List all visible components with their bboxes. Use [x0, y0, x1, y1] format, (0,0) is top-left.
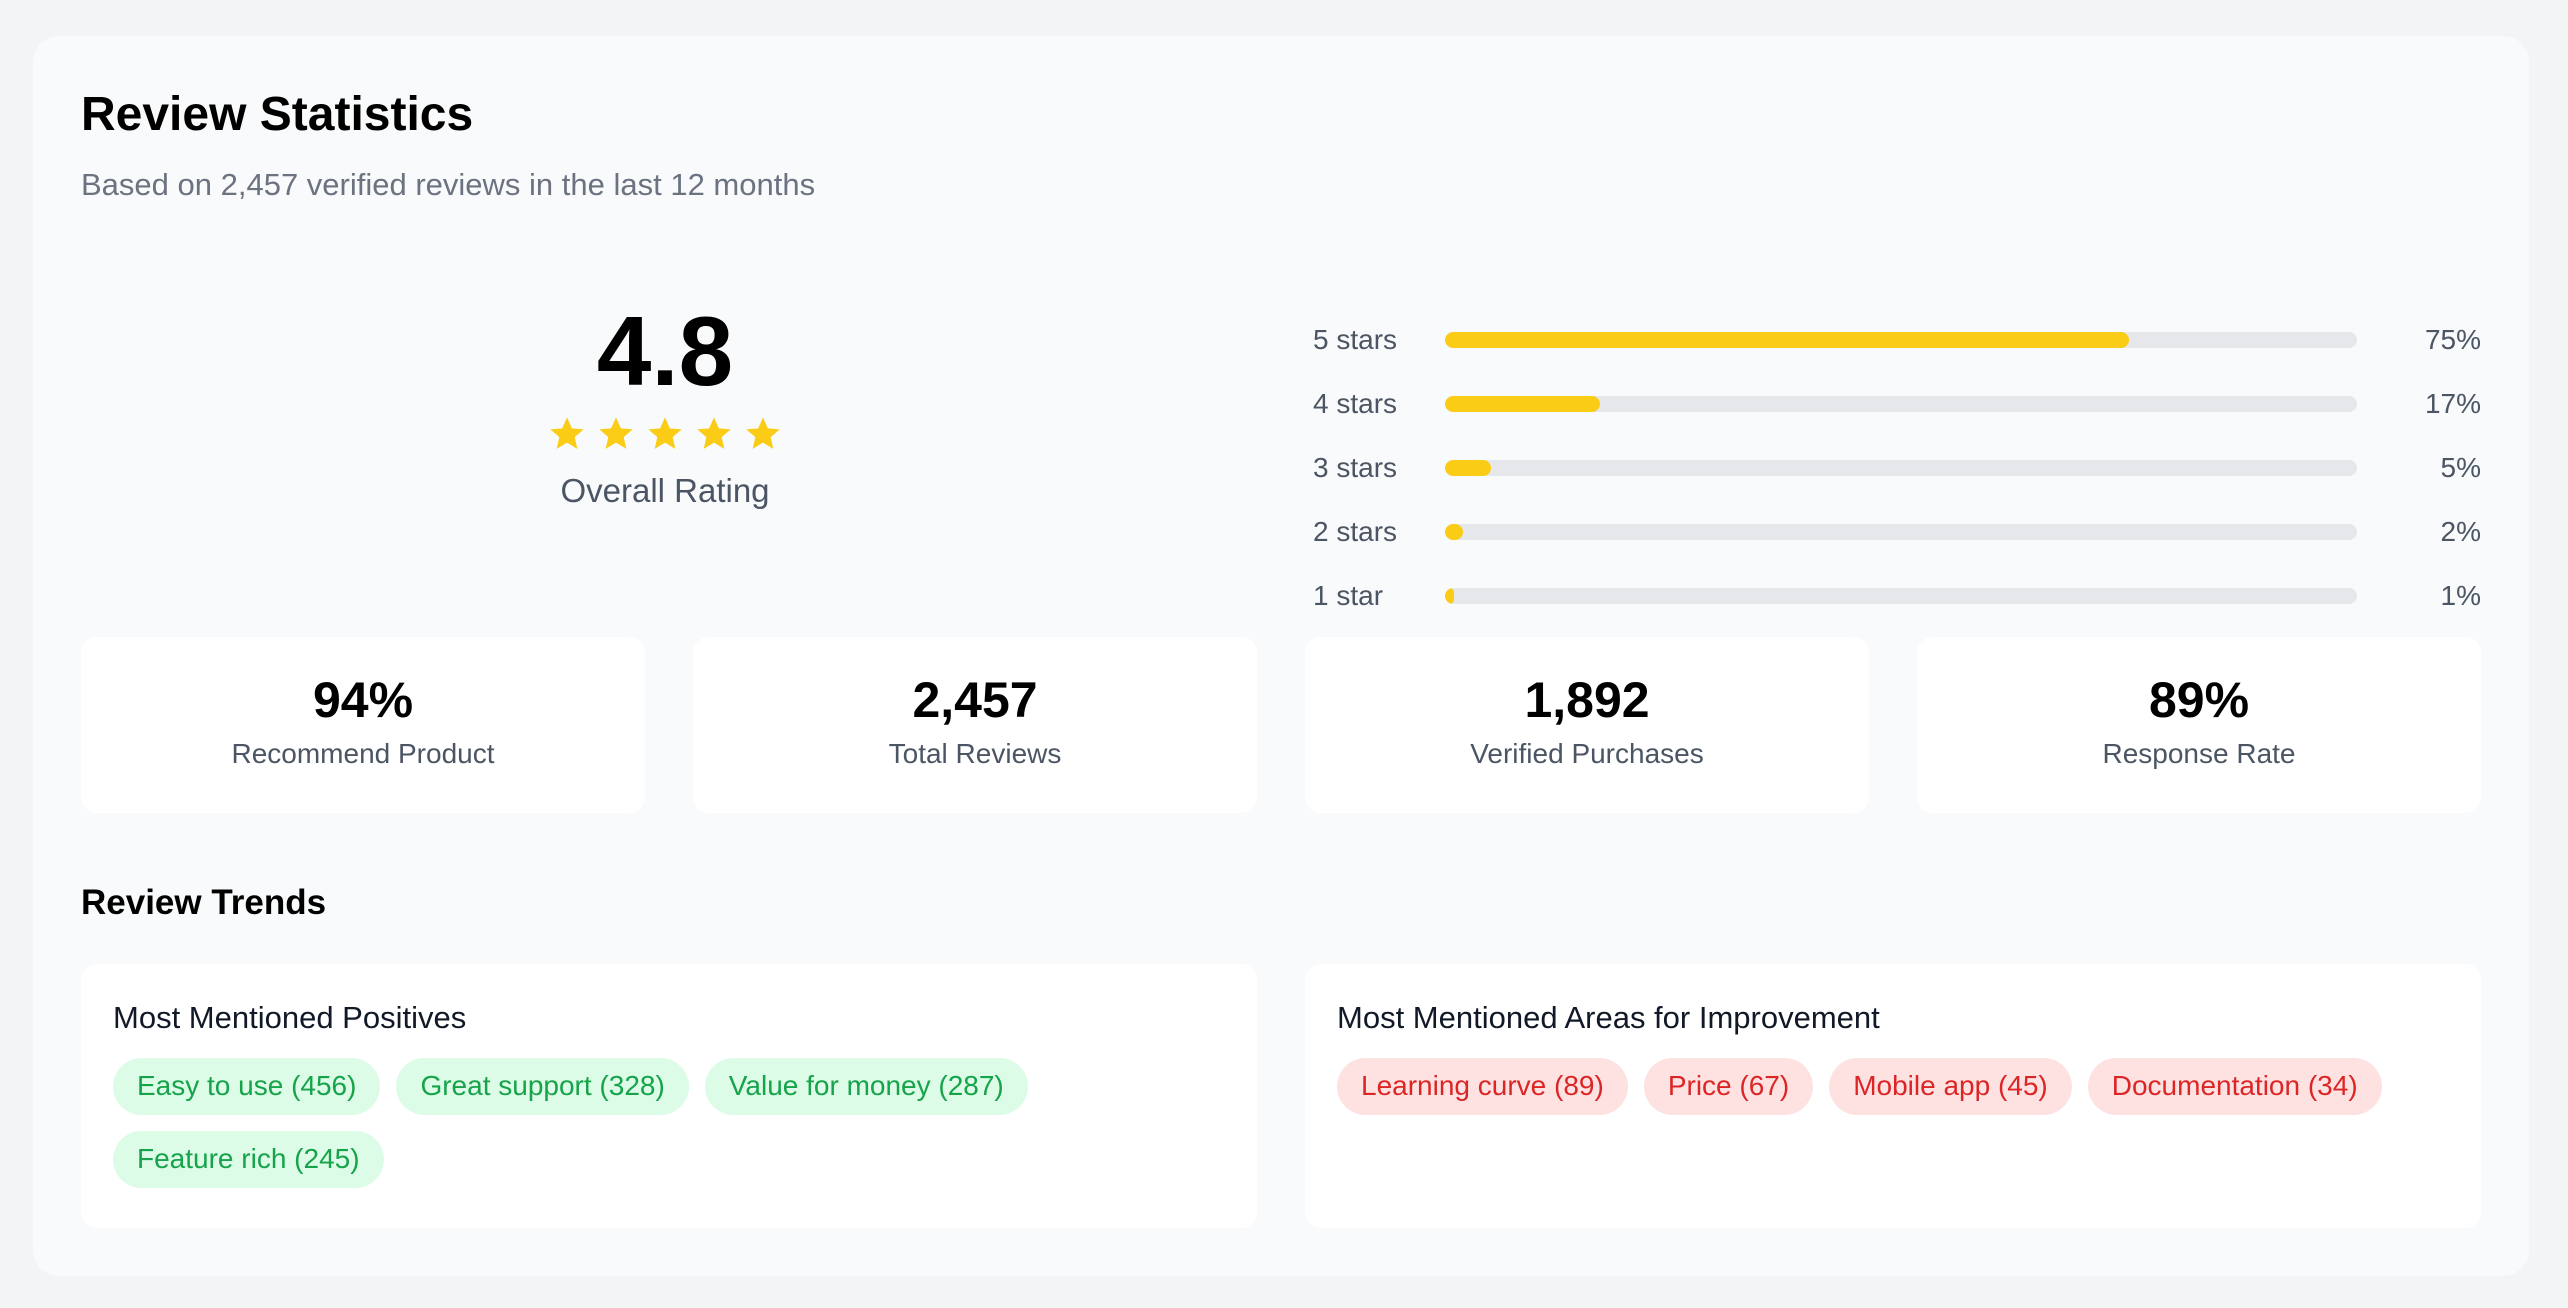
distribution-row-3: 3 stars 5% — [1313, 436, 2481, 500]
positive-tag[interactable]: Value for money (287) — [704, 1058, 1028, 1115]
review-trends-title: Review Trends — [81, 883, 327, 922]
positives-tags: Easy to use (456) Great support (328) Va… — [113, 1058, 1225, 1188]
improvement-tag[interactable]: Learning curve (89) — [1337, 1058, 1628, 1115]
overall-rating-label: Overall Rating — [560, 472, 770, 509]
review-trends: Most Mentioned Positives Easy to use (45… — [81, 964, 2481, 1228]
positives-title: Most Mentioned Positives — [113, 1000, 467, 1035]
stat-response-rate: 89% Response Rate — [1917, 637, 2481, 813]
improvement-tag[interactable]: Price (67) — [1643, 1058, 1814, 1115]
distribution-bar-track — [1445, 588, 2357, 604]
distribution-row-1: 1 star 1% — [1313, 564, 2481, 628]
distribution-row-4: 4 stars 17% — [1313, 372, 2481, 436]
stat-recommend: 94% Recommend Product — [81, 637, 645, 813]
star-icon — [547, 414, 587, 454]
positive-tag[interactable]: Feature rich (245) — [113, 1130, 384, 1188]
overall-rating: 4.8 Overall Rating — [81, 286, 1249, 510]
distribution-bar-track — [1445, 396, 2357, 412]
star-icon — [645, 414, 685, 454]
stat-label: Response Rate — [2102, 738, 2296, 769]
distribution-bar-fill — [1445, 460, 1491, 476]
stat-value: 1,892 — [1524, 672, 1650, 728]
distribution-bar-fill — [1445, 524, 1464, 540]
star-rating — [81, 414, 1249, 454]
stat-label: Verified Purchases — [1470, 738, 1704, 769]
distribution-bar-track — [1445, 524, 2357, 540]
distribution-percent: 17% — [2424, 388, 2481, 419]
rating-distribution: 5 stars 75% 4 stars 17% 3 stars 5% 2 sta… — [1313, 308, 2481, 628]
improvements-tags: Learning curve (89) Price (67) Mobile ap… — [1337, 1058, 2449, 1115]
stat-verified-purchases: 1,892 Verified Purchases — [1305, 637, 1869, 813]
distribution-label: 4 stars — [1313, 388, 1398, 419]
stat-label: Recommend Product — [231, 738, 495, 769]
distribution-label: 2 stars — [1313, 516, 1398, 547]
distribution-bar-fill — [1445, 332, 2129, 348]
overall-rating-value: 4.8 — [596, 296, 734, 406]
improvements-panel: Most Mentioned Areas for Improvement Lea… — [1305, 964, 2481, 1228]
stats-row: 94% Recommend Product 2,457 Total Review… — [81, 637, 2481, 813]
stat-value: 89% — [2148, 672, 2250, 728]
page-subtitle: Based on 2,457 verified reviews in the l… — [81, 167, 816, 202]
positives-panel: Most Mentioned Positives Easy to use (45… — [81, 964, 1257, 1228]
positive-tag[interactable]: Easy to use (456) — [113, 1058, 381, 1115]
improvements-title: Most Mentioned Areas for Improvement — [1337, 1000, 1880, 1035]
positive-tag[interactable]: Great support (328) — [396, 1058, 689, 1115]
stat-total-reviews: 2,457 Total Reviews — [693, 637, 1257, 813]
star-icon — [694, 414, 734, 454]
distribution-bar-track — [1445, 460, 2357, 476]
distribution-label: 1 star — [1313, 580, 1384, 611]
distribution-percent: 75% — [2424, 324, 2481, 355]
page-title: Review Statistics — [81, 88, 474, 141]
distribution-bar-track — [1445, 332, 2357, 348]
improvement-tag[interactable]: Mobile app (45) — [1829, 1058, 2072, 1115]
distribution-bar-fill — [1445, 396, 1601, 412]
distribution-label: 3 stars — [1313, 452, 1398, 483]
stat-value: 2,457 — [912, 672, 1038, 728]
stat-value: 94% — [312, 672, 414, 728]
distribution-percent: 5% — [2440, 452, 2481, 483]
distribution-row-5: 5 stars 75% — [1313, 308, 2481, 372]
distribution-bar-fill — [1445, 588, 1455, 604]
star-icon — [596, 414, 636, 454]
distribution-label: 5 stars — [1313, 324, 1398, 355]
distribution-percent: 2% — [2440, 516, 2481, 547]
review-statistics-card: Review Statistics Based on 2,457 verifie… — [33, 36, 2529, 1276]
improvement-tag[interactable]: Documentation (34) — [2087, 1058, 2382, 1115]
distribution-percent: 1% — [2440, 580, 2481, 611]
distribution-row-2: 2 stars 2% — [1313, 500, 2481, 564]
stat-label: Total Reviews — [888, 738, 1062, 769]
star-icon — [743, 414, 783, 454]
